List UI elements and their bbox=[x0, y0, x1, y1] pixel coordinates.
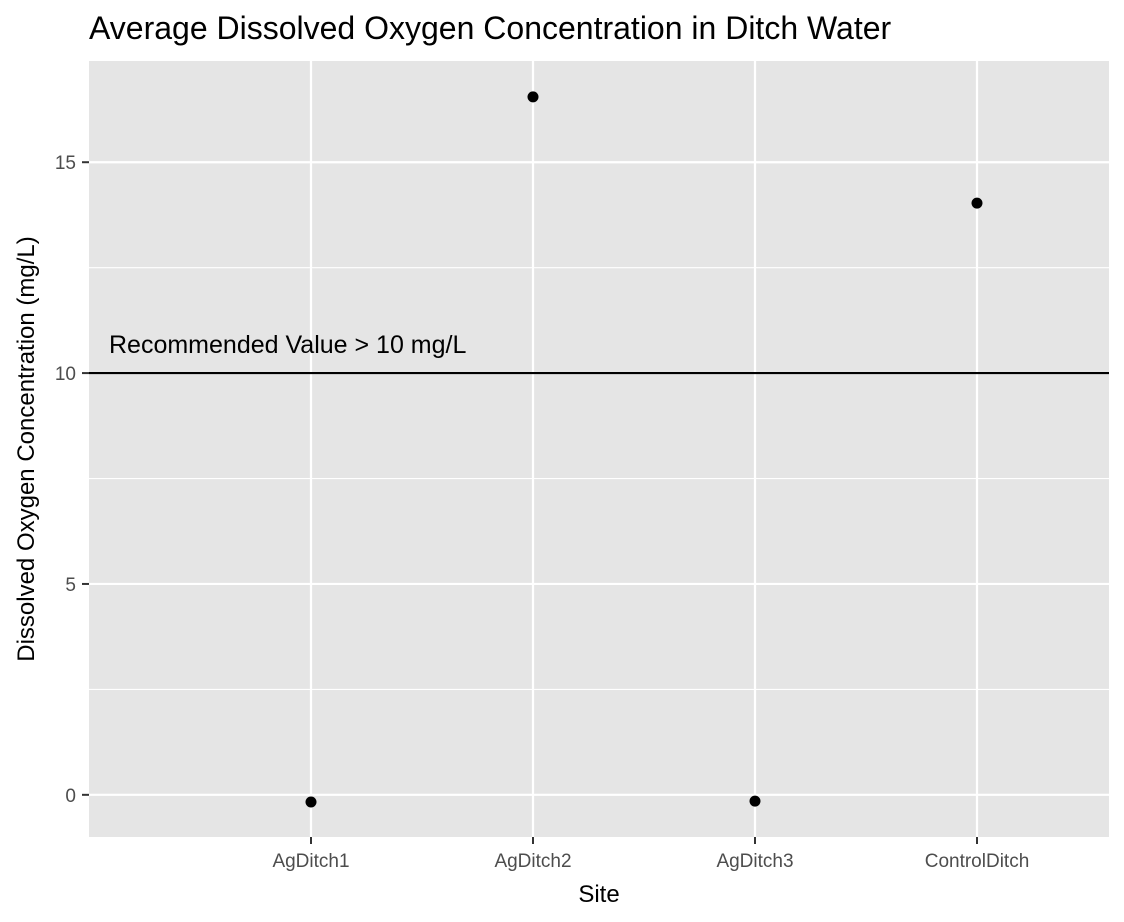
data-point bbox=[527, 91, 539, 103]
chart-title: Average Dissolved Oxygen Concentration i… bbox=[89, 10, 892, 46]
x-tick-label: AgDitch2 bbox=[494, 851, 571, 872]
data-point bbox=[749, 795, 761, 807]
y-tick-label: 15 bbox=[55, 153, 76, 174]
y-tick-label: 5 bbox=[65, 575, 76, 596]
data-point bbox=[305, 796, 317, 808]
y-tick-label: 0 bbox=[65, 786, 76, 807]
minor-gridlines bbox=[89, 267, 1109, 690]
x-tick-label: AgDitch1 bbox=[272, 851, 349, 872]
x-tick-label: AgDitch3 bbox=[716, 851, 793, 872]
y-axis-title: Dissolved Oxygen Concentration (mg/L) bbox=[13, 236, 40, 662]
x-tick-label: ControlDitch bbox=[925, 851, 1030, 872]
x-axis-ticks: AgDitch1 AgDitch2 AgDitch3 ControlDitch bbox=[272, 837, 1029, 872]
y-tick-label: 10 bbox=[55, 364, 76, 385]
reference-line-label: Recommended Value > 10 mg/L bbox=[109, 331, 466, 359]
x-axis-title: Site bbox=[578, 881, 619, 908]
data-point bbox=[971, 197, 983, 209]
plot-panel bbox=[89, 61, 1109, 837]
data-points bbox=[305, 91, 983, 808]
y-axis-ticks: 0 5 10 15 bbox=[55, 153, 89, 807]
